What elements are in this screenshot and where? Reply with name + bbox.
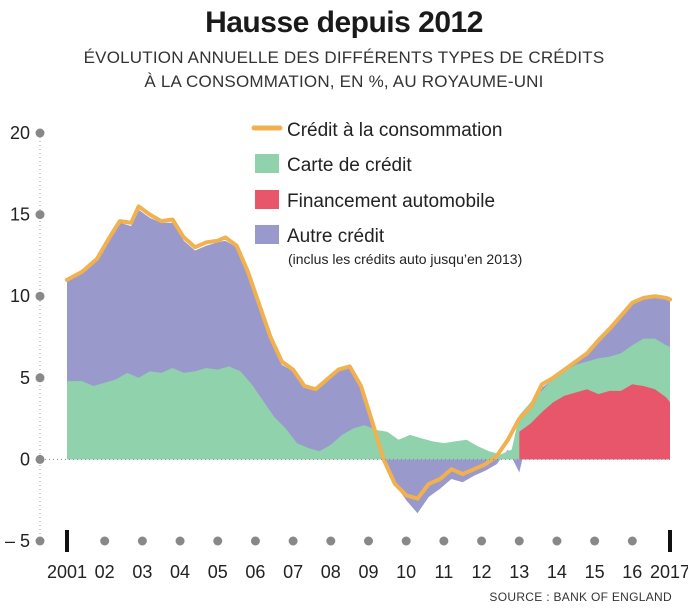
x-tick-label: 03 bbox=[132, 562, 152, 582]
x-tick-label: 11 bbox=[435, 562, 454, 582]
chart-subtitle-line-2: À LA CONSOMMATION, EN %, AU ROYAUME-UNI bbox=[144, 72, 544, 91]
x-tick-dot bbox=[213, 536, 223, 546]
x-tick-label: 04 bbox=[170, 562, 190, 582]
legend-swatch-credit-card bbox=[255, 154, 279, 173]
x-tick-dot bbox=[288, 536, 298, 546]
x-tick-dot bbox=[439, 536, 449, 546]
series-credit-card-area bbox=[67, 338, 670, 460]
series-car-finance-area bbox=[519, 384, 670, 460]
y-tick-dot bbox=[35, 291, 45, 301]
legend-label-other-credit: Autre crédit bbox=[287, 226, 385, 247]
x-tick-dot bbox=[364, 536, 373, 546]
legend: Crédit à la consommation Carte de crédit… bbox=[251, 120, 522, 267]
x-tick-dot bbox=[250, 536, 260, 546]
x-tick-label: 2017 bbox=[650, 562, 688, 582]
y-tick-label: – 5 bbox=[5, 531, 30, 551]
x-tick-label: 10 bbox=[396, 562, 416, 582]
y-tick-dot bbox=[35, 128, 45, 138]
y-tick-dot bbox=[35, 536, 45, 546]
x-tick-label: 09 bbox=[358, 562, 378, 582]
area-layers bbox=[65, 204, 672, 514]
x-tick-dot bbox=[627, 536, 637, 546]
x-tick-dot bbox=[401, 536, 411, 546]
y-tick-label: 10 bbox=[10, 286, 30, 306]
x-tick-label: 16 bbox=[622, 562, 642, 582]
x-tick-label: 08 bbox=[321, 562, 341, 582]
x-tick-dot bbox=[477, 536, 487, 546]
x-tick-bar bbox=[65, 530, 69, 552]
y-tick-dot bbox=[35, 373, 45, 383]
x-tick-label: 02 bbox=[95, 562, 115, 582]
legend-label-car-finance: Financement automobile bbox=[287, 191, 495, 212]
x-tick-dot bbox=[552, 536, 562, 546]
x-tick-bar bbox=[668, 530, 672, 552]
y-tick-label: 0 bbox=[20, 449, 30, 469]
source-note: SOURCE : BANK OF ENGLAND bbox=[489, 590, 672, 604]
x-tick-dot bbox=[514, 536, 524, 546]
x-tick-dot bbox=[100, 536, 110, 546]
legend-label-total: Crédit à la consommation bbox=[287, 120, 502, 141]
x-tick-label: 07 bbox=[283, 562, 303, 582]
x-tick-label: 05 bbox=[208, 562, 228, 582]
x-tick-label: 2001 bbox=[47, 562, 87, 582]
x-tick-dot bbox=[175, 536, 185, 546]
y-tick-dot bbox=[35, 210, 45, 220]
series-total-line bbox=[65, 204, 672, 501]
x-tick-dot bbox=[590, 536, 600, 546]
x-tick-label: 06 bbox=[245, 562, 265, 582]
legend-sublabel-other-credit: (inclus les crédits auto jusqu’en 2013) bbox=[288, 251, 522, 267]
x-tick-label: 13 bbox=[509, 562, 529, 582]
legend-swatch-other-credit bbox=[255, 225, 279, 244]
chart-subtitle-line-1: ÉVOLUTION ANNUELLE DES DIFFÉRENTS TYPES … bbox=[83, 48, 605, 67]
legend-label-credit-card: Carte de crédit bbox=[287, 155, 412, 176]
y-tick-label: 20 bbox=[10, 123, 30, 143]
legend-swatch-car-finance bbox=[255, 190, 279, 209]
y-tick-label: 5 bbox=[20, 368, 30, 388]
chart-title: Hausse depuis 2012 bbox=[205, 6, 483, 39]
x-tick-label: 15 bbox=[585, 562, 605, 582]
x-tick-label: 14 bbox=[547, 562, 567, 582]
x-tick-label: 12 bbox=[472, 562, 492, 582]
x-tick-dot bbox=[137, 536, 147, 546]
axes-layer: 20 15 10 5 0 – 5 2001 02 03 04 05 06 07 08 09 10 11 12 13 1… bbox=[5, 123, 688, 582]
y-tick-label: 15 bbox=[10, 205, 30, 225]
y-tick-dot bbox=[35, 454, 45, 464]
x-tick-dot bbox=[326, 536, 336, 546]
